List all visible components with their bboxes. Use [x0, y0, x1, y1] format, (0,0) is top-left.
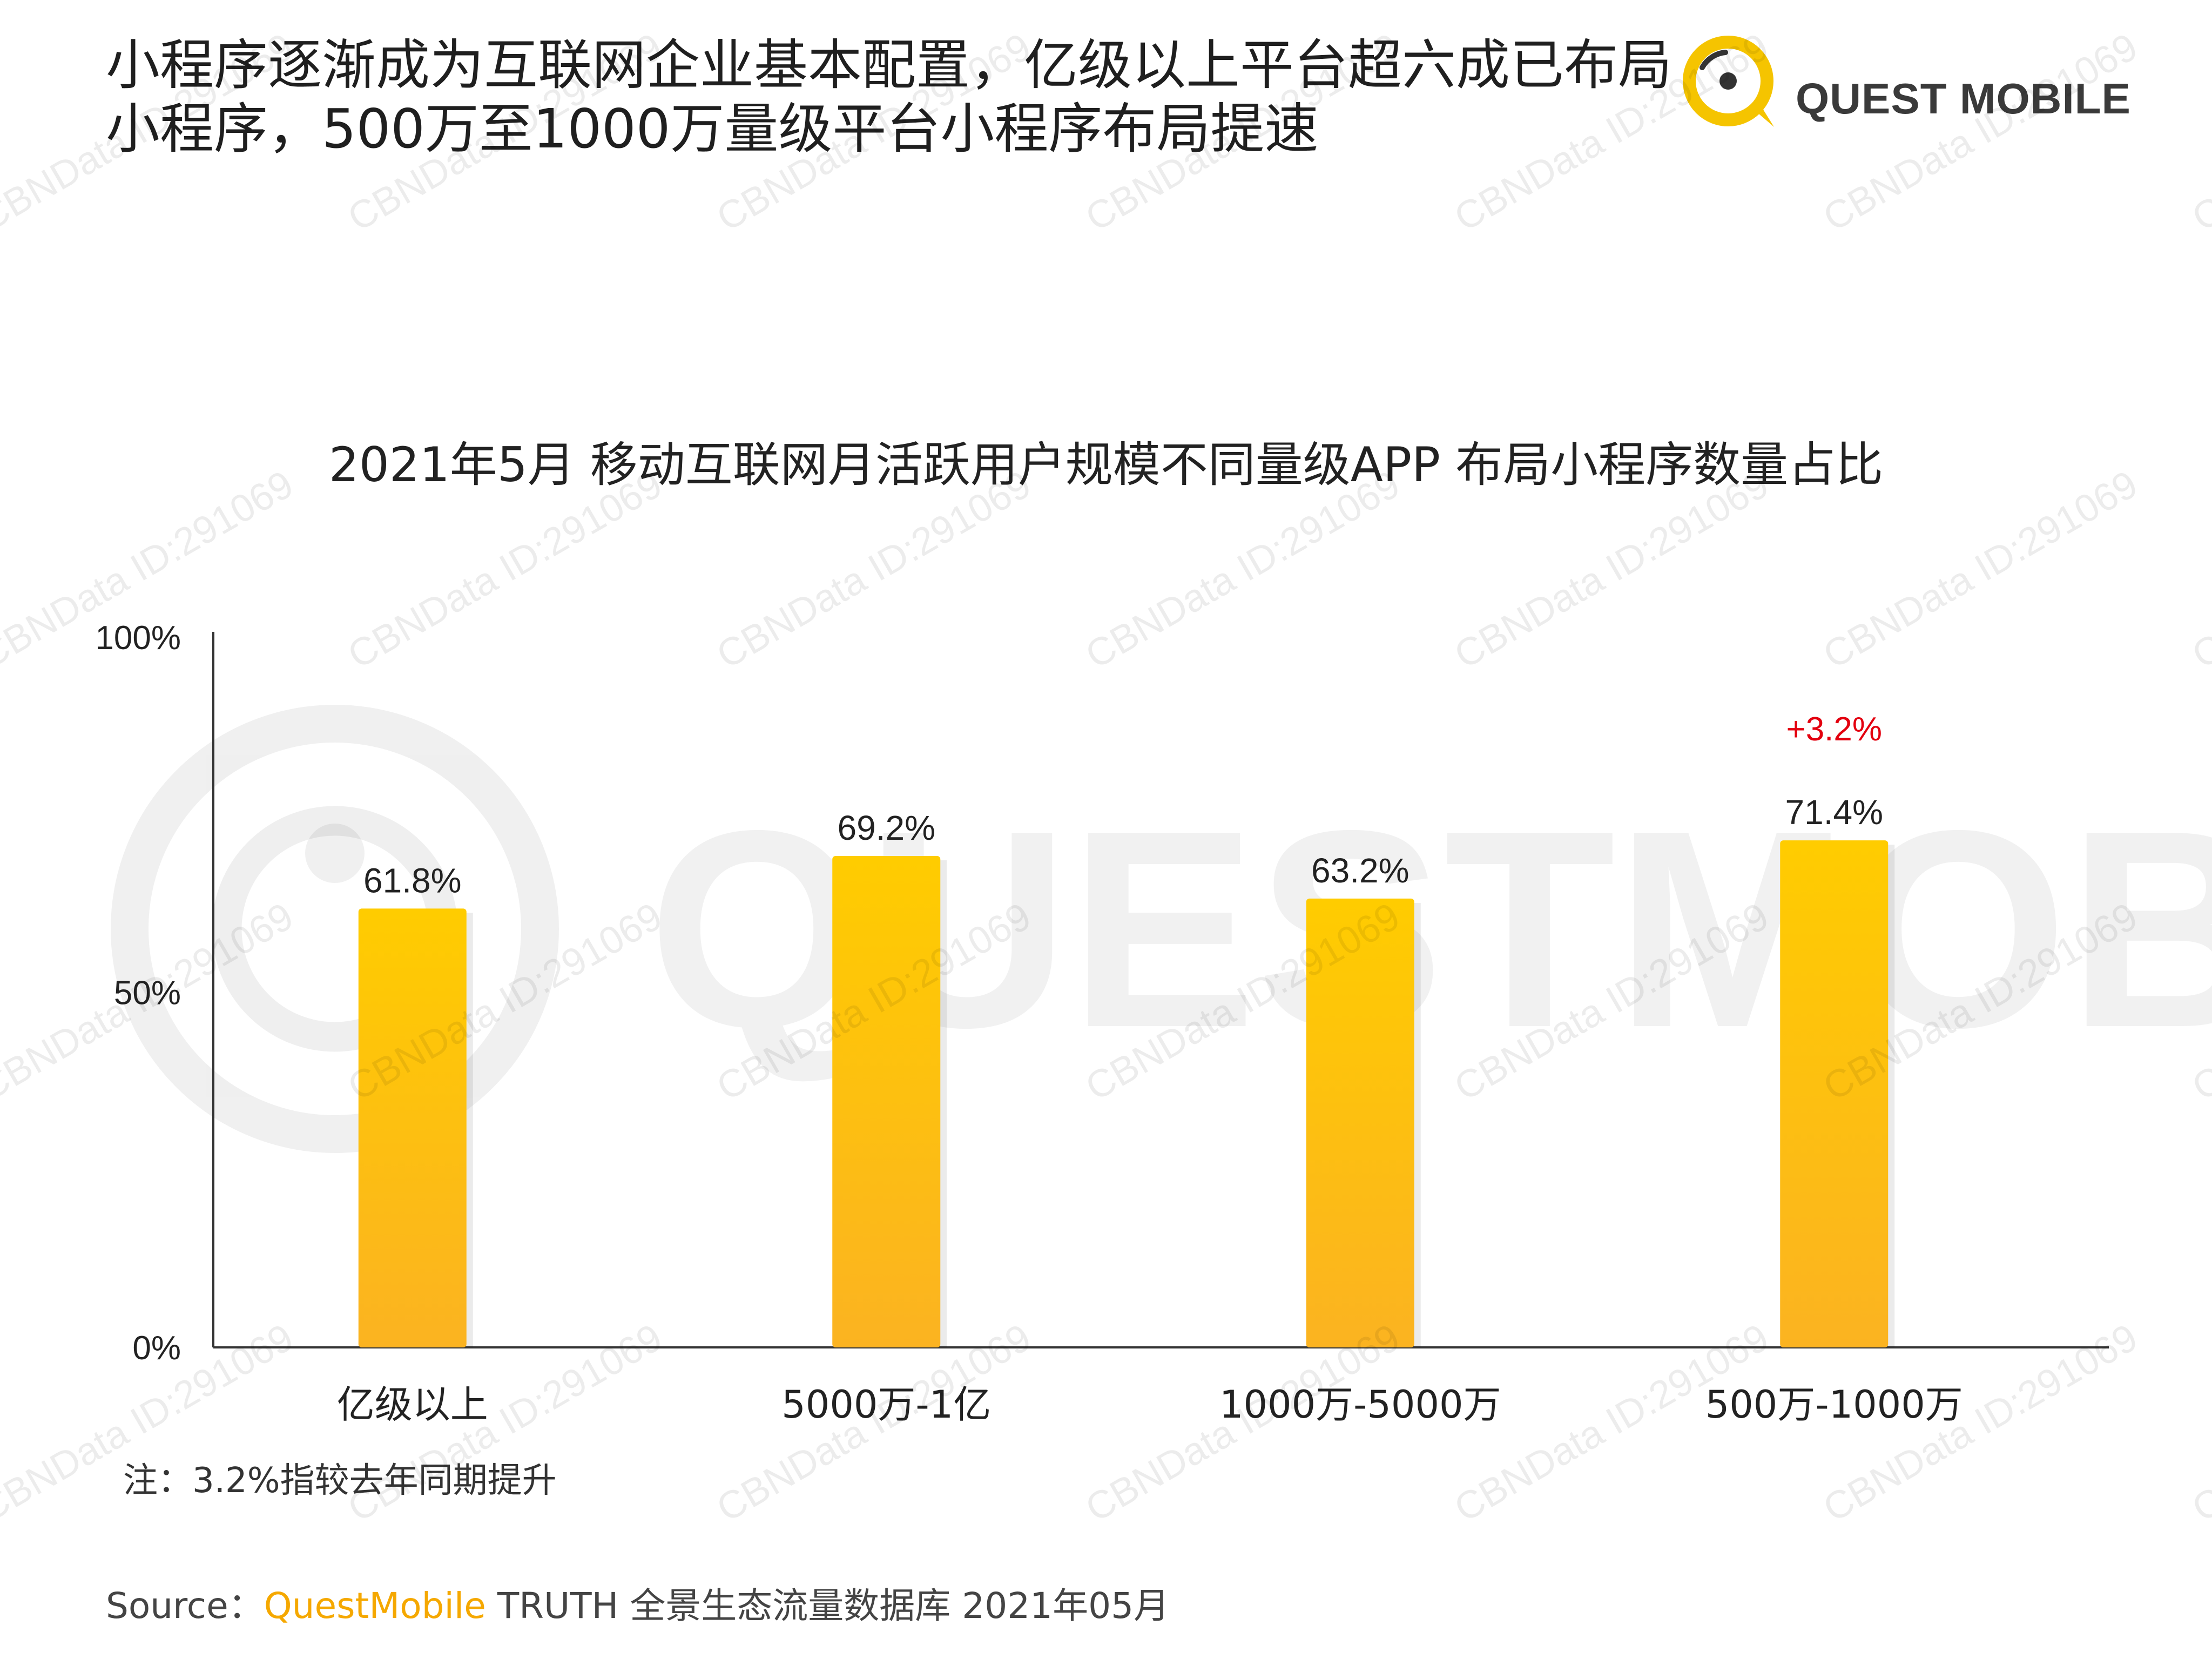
questmobile-logo-text: QUEST MOBILE	[1796, 75, 2131, 123]
watermark-text: CBNData ID:291069	[710, 894, 1038, 1109]
x-tick-label: 亿级以上	[337, 1382, 488, 1427]
x-tick-label: 500万-1000万	[1705, 1382, 1963, 1427]
watermark-text: CBNData ID:291069	[710, 25, 1038, 239]
watermark-text: CBNData ID:291069	[0, 1316, 300, 1530]
watermark-text: CBNData ID:291069	[2185, 25, 2212, 239]
watermark-text: CBNData ID:291069	[341, 894, 669, 1109]
watermark-text: CBNData ID:291069	[1816, 1316, 2144, 1530]
bar	[1306, 898, 1414, 1347]
bar	[358, 908, 467, 1347]
watermark-text: CBNData ID:291069	[341, 462, 669, 677]
bar-value-label: 69.2%	[838, 808, 935, 847]
watermark-text: CBNData ID:291069	[1078, 1316, 1407, 1530]
bar-value-label: 61.8%	[363, 861, 461, 900]
source-brand: QuestMobile	[264, 1585, 486, 1627]
watermark-text: CBNData ID:291069	[1447, 25, 1776, 239]
watermark-text: CBNData ID:291069	[0, 25, 300, 239]
source-prefix: Source：	[106, 1585, 264, 1627]
watermark-text: CBNData ID:291069	[1078, 25, 1407, 239]
watermark-text: CBNData ID:291069	[1816, 25, 2144, 239]
chart-title: 2021年5月 移动互联网月活跃用户规模不同量级APP 布局小程序数量占比	[328, 437, 1884, 493]
watermark-text: CBNData ID:291069	[710, 462, 1038, 677]
watermark-text: CBNData ID:291069	[1816, 894, 2144, 1109]
questmobile-logo: QUEST MOBILE	[1674, 30, 2130, 132]
watermark-text: CBNData ID:291069	[2185, 462, 2212, 677]
bar	[1780, 840, 1889, 1347]
watermark-text: CBNData ID:291069	[1078, 462, 1407, 677]
watermark-text: CBNData ID:291069	[2185, 1316, 2212, 1530]
watermark-text: CBNData ID:291069	[1447, 462, 1776, 677]
watermark-text: CBNData ID:291069	[0, 462, 300, 677]
y-tick-label: 100%	[95, 619, 181, 657]
bar-value-label: 63.2%	[1311, 851, 1409, 890]
questmobile-logo-icon	[1683, 36, 1774, 127]
bar-value-label: 71.4%	[1785, 793, 1883, 832]
page-title: 小程序逐渐成为互联网企业基本配置，亿级以上平台超六成已布局小程序，500万至10…	[106, 33, 1672, 160]
source-suffix: TRUTH 全景生态流量数据库 2021年05月	[485, 1585, 1170, 1627]
watermark-text: CBNData ID:291069	[1078, 894, 1407, 1109]
watermark-text: CBNData ID:291069	[1447, 894, 1776, 1109]
y-tick-label: 50%	[114, 975, 181, 1012]
watermark-text: CBNData ID:291069	[1447, 1316, 1776, 1530]
chart-note: 注：3.2%指较去年同期提升	[123, 1461, 557, 1501]
x-tick-label: 1000万-5000万	[1219, 1382, 1501, 1427]
watermark-text: CBNData ID:291069	[2185, 894, 2212, 1109]
growth-annotation: +3.2%	[1786, 711, 1882, 748]
watermark-text: CBNData ID:291069	[1816, 462, 2144, 677]
watermark-text: CBNData ID:291069	[0, 894, 300, 1109]
watermark-text: CBNData ID:291069	[341, 25, 669, 239]
watermark-text: CBNData ID:291069	[341, 1316, 669, 1530]
y-tick-label: 0%	[132, 1330, 181, 1367]
bar	[832, 856, 941, 1347]
source-line: Source：QuestMobile TRUTH 全景生态流量数据库 2021年…	[106, 1577, 1169, 1629]
x-tick-label: 5000万-1亿	[781, 1382, 991, 1427]
watermark-text: CBNData ID:291069	[710, 1316, 1038, 1530]
